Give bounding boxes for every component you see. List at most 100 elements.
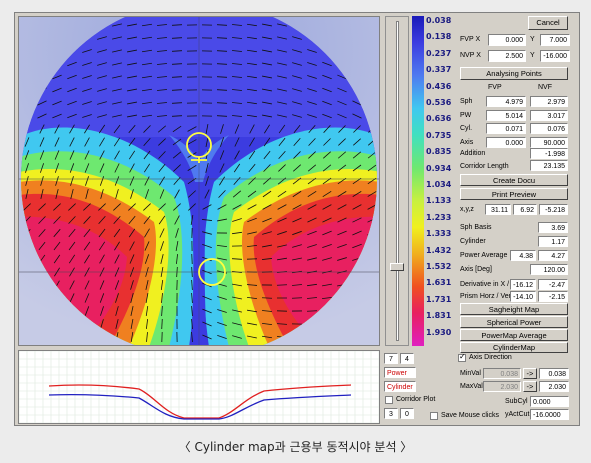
axis-dash: [308, 124, 316, 134]
minval-field[interactable]: 0.038: [539, 368, 569, 379]
subcyl-field[interactable]: 0.000: [530, 396, 569, 407]
corridor-plot-checkbox[interactable]: [385, 396, 393, 404]
maxval-label: MaxVal: [460, 383, 483, 390]
axis-dash: [83, 228, 91, 238]
axis-dash: [130, 293, 134, 303]
fvp-x-field[interactable]: 0.000: [488, 34, 526, 46]
axis-dash: [25, 176, 29, 186]
axis-dash: [141, 49, 153, 53]
axis-dash: [217, 204, 227, 210]
prism-horz-field[interactable]: -14.10: [510, 291, 536, 302]
cancel-button[interactable]: Cancel: [528, 16, 568, 30]
measure-row-nvf-field[interactable]: 90.000: [530, 136, 568, 148]
power-selector[interactable]: Power: [384, 367, 416, 378]
axis-dash: [113, 203, 121, 211]
slider-thumb[interactable]: [390, 263, 404, 271]
axis-deg-label: Axis [Deg]: [460, 266, 492, 273]
axis-dash: [292, 244, 302, 248]
create-docu-button[interactable]: Create Docu: [460, 174, 568, 186]
axis-dash: [114, 280, 120, 290]
axis-dash: [84, 280, 90, 290]
field-four[interactable]: 4: [400, 353, 414, 364]
sagheight-map-button[interactable]: Sagheight Map: [460, 303, 568, 315]
measure-row-nvf-field[interactable]: 3.017: [530, 109, 568, 121]
axis-dash: [232, 218, 242, 222]
minval-label: MinVal: [460, 370, 481, 377]
axis-dash: [337, 74, 347, 80]
corridor-length-field[interactable]: 23.135: [530, 160, 568, 171]
yactcut-field[interactable]: -16.0000: [530, 409, 569, 420]
axis-dash: [234, 150, 240, 160]
axis-dash: [171, 63, 183, 65]
axis-dash: [322, 283, 332, 287]
minval-apply-button[interactable]: ->: [523, 368, 537, 379]
axis-dash: [158, 151, 166, 159]
axis-dash: [173, 203, 181, 211]
fvp-marker[interactable]: [186, 132, 212, 163]
field-three[interactable]: 3: [384, 408, 398, 419]
nvp-y-field[interactable]: -16.000: [540, 50, 570, 62]
axis-dash: [114, 241, 120, 251]
maxval-field[interactable]: 2.030: [539, 381, 569, 392]
map-slider[interactable]: [385, 16, 409, 346]
axis-dash: [37, 113, 47, 119]
sph-basis-field[interactable]: 3.69: [538, 222, 568, 233]
maxval-apply-button[interactable]: ->: [523, 381, 537, 392]
axis-direction-checkbox[interactable]: [458, 352, 466, 362]
axis-dash: [173, 176, 181, 186]
nvp-marker[interactable]: [198, 258, 226, 286]
measure-row-fvp-field[interactable]: 5.014: [486, 109, 526, 121]
axis-dash: [292, 49, 302, 53]
axis-dash: [146, 331, 148, 343]
nvp-label-text: NVP: [460, 52, 475, 59]
axis-dash: [262, 204, 272, 210]
axis-dash: [143, 125, 151, 133]
axis-dash: [83, 203, 91, 211]
cylinder-field[interactable]: 1.17: [538, 236, 568, 247]
field-seven[interactable]: 7: [384, 353, 398, 364]
measure-row-fvp-field[interactable]: 0.000: [486, 136, 526, 148]
prism-vert-field[interactable]: -2.15: [538, 291, 568, 302]
axis-dash: [322, 230, 332, 236]
measure-row-fvp-field[interactable]: 0.071: [486, 123, 526, 134]
field-zero[interactable]: 0: [400, 408, 414, 419]
x-field[interactable]: 31.11: [485, 204, 511, 215]
cylinder-selector[interactable]: Cylinder: [384, 381, 416, 392]
print-preview-button[interactable]: Print Preview: [460, 188, 568, 200]
nvp-x-field[interactable]: 2.500: [488, 50, 526, 62]
axis-dash: [141, 62, 153, 66]
fvp-y-field[interactable]: 7.000: [540, 34, 570, 46]
axis-dash: [187, 165, 197, 171]
derivative-x-field[interactable]: -16.12: [510, 279, 536, 290]
axis-dash: [82, 114, 92, 118]
axis-dash: [37, 100, 47, 106]
axis-dash: [261, 310, 273, 312]
y-field[interactable]: 6.92: [513, 204, 537, 215]
powermap-average-button[interactable]: PowerMap Average: [460, 329, 568, 341]
derivative-y-field[interactable]: -2.47: [538, 279, 568, 290]
cylinder-map[interactable]: [18, 16, 380, 346]
power-average-a-field[interactable]: 4.38: [510, 250, 536, 261]
power-average-b-field[interactable]: 4.27: [538, 250, 568, 261]
axis-dash: [216, 50, 228, 52]
analysing-points-button[interactable]: Analysing Points: [460, 67, 568, 80]
addition-field[interactable]: -1.998: [530, 148, 568, 159]
axis-dash: [323, 151, 331, 159]
cylindermap-button[interactable]: CylinderMap: [460, 342, 568, 353]
axis-deg-field[interactable]: 120.00: [530, 264, 568, 275]
axis-dash: [337, 87, 347, 93]
measure-row-nvf-field[interactable]: 2.979: [530, 96, 568, 107]
axis-dash: [130, 280, 134, 290]
axis-dash: [84, 124, 90, 134]
axis-dash: [128, 228, 136, 238]
yactcut-label: yActCut: [505, 411, 530, 418]
z-field[interactable]: -5.218: [539, 204, 568, 215]
axis-dash: [67, 74, 77, 80]
axis-dash: [338, 138, 346, 146]
measure-row-fvp-field[interactable]: 4.979: [486, 96, 526, 107]
save-mouse-clicks-checkbox[interactable]: [430, 412, 438, 420]
spherical-power-button[interactable]: Spherical Power: [460, 316, 568, 328]
measure-row-nvf-field[interactable]: 0.076: [530, 123, 568, 134]
axis-dash: [337, 217, 347, 223]
axis-direction-label: Axis Direction: [469, 354, 512, 361]
